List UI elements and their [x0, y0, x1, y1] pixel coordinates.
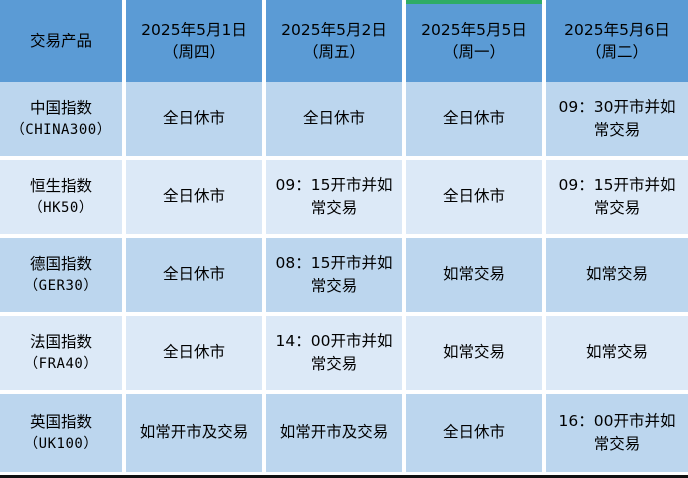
header-cell-date-2: 2025年5月2日 （周五）: [266, 0, 406, 82]
row-product-china300: 中国指数 （CHINA300）: [0, 82, 126, 160]
product-name: 中国指数: [29, 98, 92, 117]
status-text: 如常交易: [442, 265, 505, 284]
table-header: 交易产品 2025年5月1日 （周四） 2025年5月2日 （周五） 2025年…: [0, 0, 688, 82]
header-date-2-date: 2025年5月2日: [281, 20, 387, 39]
header-date-1-weekday: （周四）: [162, 43, 225, 61]
header-date-2-weekday: （周五）: [302, 43, 365, 61]
status-text: 14：00开市并如常交易: [275, 331, 393, 373]
product-code: （FRA40）: [24, 356, 98, 373]
status-text: 全日休市: [302, 109, 365, 128]
cell-china300-day3: 全日休市: [406, 82, 546, 160]
cell-fra40-day2: 14：00开市并如常交易: [266, 316, 406, 394]
cell-china300-day2: 全日休市: [266, 82, 406, 160]
cell-hk50-day4: 09：15开市并如常交易: [546, 160, 688, 238]
table-row: 德国指数 （GER30） 全日休市 08：15开市并如常交易 如常交易 如常交易: [0, 238, 688, 316]
cell-ger30-day4: 如常交易: [546, 238, 688, 316]
header-date-4-date: 2025年5月6日: [564, 20, 670, 39]
product-name: 德国指数: [29, 254, 92, 273]
cell-china300-day1: 全日休市: [126, 82, 266, 160]
status-text: 全日休市: [442, 109, 505, 128]
status-text: 全日休市: [442, 423, 505, 442]
header-row: 交易产品 2025年5月1日 （周四） 2025年5月2日 （周五） 2025年…: [0, 0, 688, 82]
status-text: 全日休市: [162, 343, 225, 362]
header-cell-product: 交易产品: [0, 0, 126, 82]
product-code: （CHINA300）: [10, 122, 112, 139]
row-product-fra40: 法国指数 （FRA40）: [0, 316, 126, 394]
table-row: 中国指数 （CHINA300） 全日休市 全日休市 全日休市 09：30开市并如…: [0, 82, 688, 160]
product-name: 英国指数: [29, 412, 92, 431]
cell-uk100-day4: 16：00开市并如常交易: [546, 394, 688, 472]
cell-china300-day4: 09：30开市并如常交易: [546, 82, 688, 160]
cell-uk100-day2: 如常开市及交易: [266, 394, 406, 472]
header-cell-date-4: 2025年5月6日 （周二）: [546, 0, 688, 82]
cell-hk50-day3: 全日休市: [406, 160, 546, 238]
status-text: 16：00开市并如常交易: [558, 411, 676, 453]
status-text: 全日休市: [442, 187, 505, 206]
row-product-ger30: 德国指数 （GER30）: [0, 238, 126, 316]
status-text: 全日休市: [162, 109, 225, 128]
status-text: 全日休市: [162, 265, 225, 284]
header-date-3-weekday: （周一）: [442, 43, 505, 61]
header-date-4-weekday: （周二）: [585, 43, 648, 61]
header-product-label: 交易产品: [29, 31, 92, 50]
table-row: 恒生指数 （HK50） 全日休市 09：15开市并如常交易 全日休市 09：15…: [0, 160, 688, 238]
product-code: （GER30）: [24, 278, 98, 295]
status-text: 全日休市: [162, 187, 225, 206]
cell-ger30-day2: 08：15开市并如常交易: [266, 238, 406, 316]
status-text: 09：30开市并如常交易: [558, 97, 676, 139]
status-text: 如常交易: [585, 265, 648, 284]
cell-hk50-day1: 全日休市: [126, 160, 266, 238]
status-text: 如常开市及交易: [139, 423, 249, 442]
product-name: 恒生指数: [29, 176, 92, 195]
status-text: 如常交易: [585, 343, 648, 362]
table-row: 英国指数 （UK100） 如常开市及交易 如常开市及交易 全日休市 16：00开…: [0, 394, 688, 472]
status-text: 09：15开市并如常交易: [558, 175, 676, 217]
header-cell-date-1: 2025年5月1日 （周四）: [126, 0, 266, 82]
cell-fra40-day4: 如常交易: [546, 316, 688, 394]
header-date-1-date: 2025年5月1日: [141, 20, 247, 39]
row-product-uk100: 英国指数 （UK100）: [0, 394, 126, 472]
status-text: 如常交易: [442, 343, 505, 362]
table-body: 中国指数 （CHINA300） 全日休市 全日休市 全日休市 09：30开市并如…: [0, 82, 688, 472]
highlight-accent-bar: [406, 0, 542, 4]
cell-fra40-day1: 全日休市: [126, 316, 266, 394]
status-text: 09：15开市并如常交易: [275, 175, 393, 217]
cell-uk100-day1: 如常开市及交易: [126, 394, 266, 472]
header-date-3-date: 2025年5月5日: [421, 20, 527, 39]
cell-fra40-day3: 如常交易: [406, 316, 546, 394]
cell-ger30-day3: 如常交易: [406, 238, 546, 316]
bottom-divider: [0, 475, 688, 478]
status-text: 08：15开市并如常交易: [275, 253, 393, 295]
product-code: （UK100）: [24, 436, 98, 453]
status-text: 如常开市及交易: [279, 423, 389, 442]
product-code: （HK50）: [28, 200, 94, 217]
cell-uk100-day3: 全日休市: [406, 394, 546, 472]
cell-ger30-day1: 全日休市: [126, 238, 266, 316]
header-cell-date-3: 2025年5月5日 （周一）: [406, 0, 546, 82]
row-product-hk50: 恒生指数 （HK50）: [0, 160, 126, 238]
table-row: 法国指数 （FRA40） 全日休市 14：00开市并如常交易 如常交易 如常交易: [0, 316, 688, 394]
cell-hk50-day2: 09：15开市并如常交易: [266, 160, 406, 238]
product-name: 法国指数: [29, 332, 92, 351]
